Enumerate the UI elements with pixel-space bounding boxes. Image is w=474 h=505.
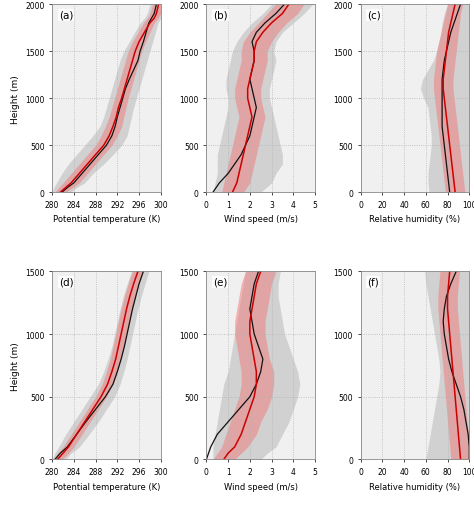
Text: (a): (a) — [59, 11, 73, 21]
Text: (e): (e) — [213, 277, 227, 287]
Text: (d): (d) — [59, 277, 73, 287]
X-axis label: Wind speed (m/s): Wind speed (m/s) — [224, 215, 298, 224]
Y-axis label: Height (m): Height (m) — [10, 341, 19, 390]
Y-axis label: Height (m): Height (m) — [10, 75, 19, 123]
Text: (f): (f) — [367, 277, 379, 287]
X-axis label: Wind speed (m/s): Wind speed (m/s) — [224, 482, 298, 491]
Text: (b): (b) — [213, 11, 228, 21]
X-axis label: Relative humidity (%): Relative humidity (%) — [369, 482, 461, 491]
X-axis label: Potential temperature (K): Potential temperature (K) — [53, 482, 160, 491]
Text: (c): (c) — [367, 11, 381, 21]
X-axis label: Potential temperature (K): Potential temperature (K) — [53, 215, 160, 224]
X-axis label: Relative humidity (%): Relative humidity (%) — [369, 215, 461, 224]
